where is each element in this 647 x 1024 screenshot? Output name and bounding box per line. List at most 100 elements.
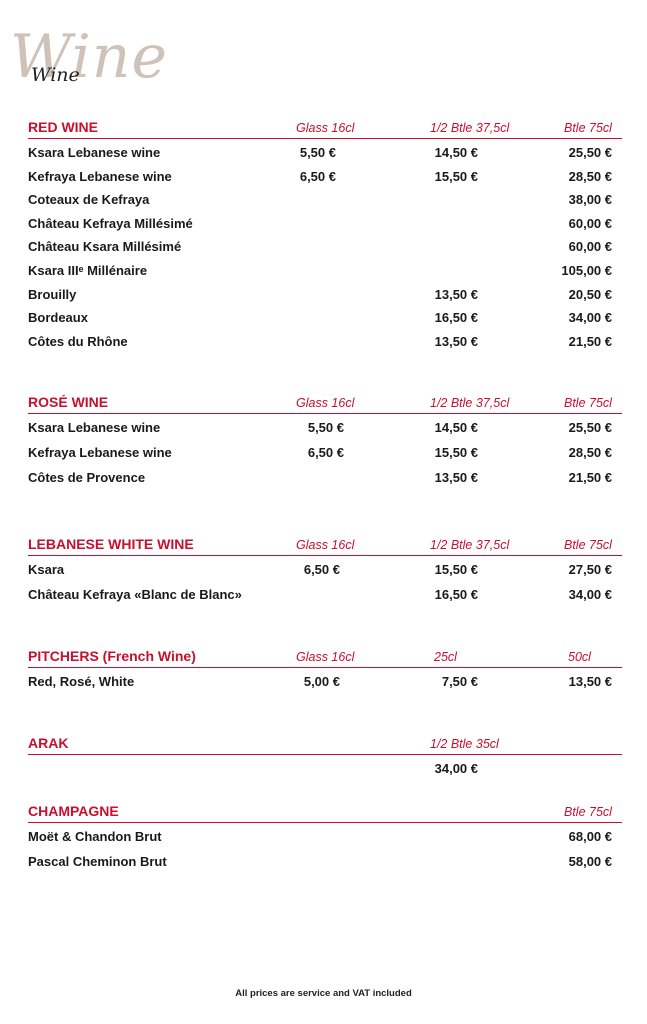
item-price: 105,00 € [561,262,612,278]
item-list: Red, Rosé, White 5,00 € 7,50 € 13,50 € [28,674,622,698]
item-name: Ksara Lebanese wine [28,145,161,160]
item-price: 28,50 € [568,168,612,184]
section-title: LEBANESE WHITE WINE [28,536,194,552]
section-header: ARAK 1/2 Btle 35cl [28,735,622,755]
item-name: Red, Rosé, White [28,674,135,689]
menu-item-row: 34,00 € [28,761,622,785]
column-header: 50cl [568,650,591,664]
column-header: Glass 16cl [296,121,355,135]
column-header: 1/2 Btle 35cl [430,737,499,751]
item-price: 21,50 € [568,470,612,485]
item-name: Ksara [28,562,65,577]
item-price: 13,50 € [434,470,478,485]
item-list: Moët & Chandon Brut 68,00 € Pascal Chemino… [28,829,622,879]
section-red-wine: RED WINE Glass 16cl 1/2 Btle 37,5cl Btle 75… [28,119,622,357]
section-title: RED WINE [28,119,98,135]
item-name: Ksara IIIᵉ Millénaire [28,262,148,278]
column-header: 1/2 Btle 37,5cl [430,396,510,410]
item-price: 13,50 € [568,674,612,689]
menu-item-row: Côtes du Rhône 13,50 € 21,50 € [28,334,622,358]
section-arak: ARAK 1/2 Btle 35cl 34,00 € [28,735,622,785]
item-price: 60,00 € [568,215,612,231]
column-header: Glass 16cl [296,650,355,664]
column-header: Btle 75cl [564,538,612,552]
column-header: Btle 75cl [564,805,612,819]
item-price: 20,50 € [568,286,612,302]
item-price: 13,50 € [434,333,478,349]
item-price: 6,50 € [299,168,336,184]
item-price: 34,00 € [568,310,612,326]
item-name: Château Kefraya Millésimé [28,215,193,231]
item-price: 25,50 € [568,145,612,160]
item-name: Brouilly [28,286,77,302]
item-price: 68,00 € [568,829,612,844]
menu-item-row: Château Ksara Millésimé 60,00 € [28,239,622,263]
item-list: Ksara 6,50 € 15,50 € 27,50 € Château Kefraya… [28,562,622,612]
item-price: 15,50 € [434,168,478,184]
item-price: 14,50 € [434,420,478,435]
menu-item-row: Pascal Cheminon Brut 58,00 € [28,854,622,879]
section-title: ARAK [28,735,69,751]
item-list: 34,00 € [28,761,622,785]
logo-large-text: Wine [10,22,168,92]
item-price: 60,00 € [568,239,612,255]
item-name: Côtes du Rhône [28,333,128,349]
menu-item-row: Kefraya Lebanese wine 6,50 € 15,50 € 28,50 … [28,169,622,193]
item-price: 6,50 € [307,445,344,460]
item-name: Kefraya Lebanese wine [28,168,172,184]
item-price: 6,50 € [303,562,340,577]
menu-item-row: Château Kefraya «Blanc de Blanc» 16,50 € 3… [28,587,622,612]
menu-item-row: Coteaux de Kefraya 38,00 € [28,192,622,216]
section-title: PITCHERS (French Wine) [28,648,196,664]
item-price: 14,50 € [434,145,478,160]
item-price: 38,00 € [568,192,612,208]
menu-item-row: Kefraya Lebanese wine 6,50 € 15,50 € 28,50 … [28,445,622,470]
menu-item-row: Moët & Chandon Brut 68,00 € [28,829,622,854]
section-ros-wine: ROSÉ WINE Glass 16cl 1/2 Btle 37,5cl Btle 7… [28,394,622,495]
column-header: Btle 75cl [564,396,612,410]
section-champagne: CHAMPAGNE Btle 75cl Moët & Chandon Brut 68,… [28,803,622,879]
section-header: CHAMPAGNE Btle 75cl [28,803,622,823]
item-price: 5,00 € [303,674,340,689]
item-price: 7,50 € [441,674,478,689]
column-header: 1/2 Btle 37,5cl [430,538,510,552]
column-header: Btle 75cl [564,121,612,135]
item-price: 58,00 € [568,854,612,869]
item-price: 25,50 € [568,420,612,435]
footer-note: All prices are service and VAT included [235,988,412,999]
item-name: Ksara Lebanese wine [28,420,161,435]
section-pitchers-french-wine: PITCHERS (French Wine) Glass 16cl 25cl 50cl… [28,648,622,698]
menu-item-row: Ksara 6,50 € 15,50 € 27,50 € [28,562,622,587]
section-header: LEBANESE WHITE WINE Glass 16cl 1/2 Btle 37… [28,536,622,556]
section-lebanese-white-wine: LEBANESE WHITE WINE Glass 16cl 1/2 Btle 37… [28,536,622,612]
column-header: Glass 16cl [296,396,355,410]
section-header: RED WINE Glass 16cl 1/2 Btle 37,5cl Btle 75… [28,119,622,139]
column-header: 25cl [434,650,457,664]
item-name: Moët & Chandon Brut [28,829,162,844]
menu-item-row: Côtes de Provence 13,50 € 21,50 € [28,470,622,495]
item-price: 28,50 € [568,445,612,460]
section-title: ROSÉ WINE [28,394,109,410]
menu-item-row: Red, Rosé, White 5,00 € 7,50 € 13,50 € [28,674,622,698]
menu-item-row: Brouilly 13,50 € 20,50 € [28,287,622,311]
item-price: 27,50 € [568,562,612,577]
item-list: Ksara Lebanese wine 5,50 €14,50 €25,50 € K… [28,145,622,357]
item-price: 15,50 € [434,562,478,577]
item-list: Ksara Lebanese wine 5,50 € 14,50 € 25,50 € K… [28,420,622,495]
item-price: 5,50 € [307,420,344,435]
item-price: 13,50 € [434,286,478,302]
menu-item-row: Ksara IIIᵉ Millénaire 105,00 € [28,263,622,287]
item-price: 34,00 € [434,761,478,776]
menu-item-row: Bordeaux 16,50 € 34,00 € [28,310,622,334]
item-price: 16,50 € [434,310,478,326]
item-price: 21,50 € [568,333,612,349]
wine-logo: Wine Wine [10,22,210,92]
item-name: Kefraya Lebanese wine [28,445,172,460]
menu-item-row: Ksara Lebanese wine 5,50 € 14,50 € 25,50 € [28,145,622,169]
logo-small-text: Wine [31,64,80,86]
item-price: 34,00 € [568,587,612,602]
item-price: 5,50 € [299,145,336,160]
section-header: PITCHERS (French Wine) Glass 16cl 25cl 50cl [28,648,622,668]
item-name: Château Kefraya «Blanc de Blanc» [28,587,242,602]
item-name: Pascal Cheminon Brut [28,854,167,869]
